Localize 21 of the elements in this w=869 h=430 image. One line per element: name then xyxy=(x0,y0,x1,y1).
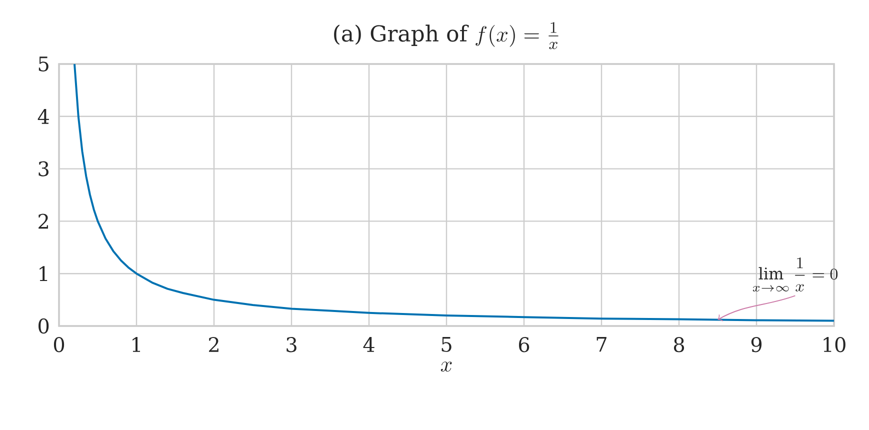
x-tick-label: 0 xyxy=(54,337,64,352)
x-tick-label: 10 xyxy=(824,337,846,352)
y-tick-label: 2 xyxy=(38,214,48,229)
x-tick-label: 7 xyxy=(596,337,606,352)
y-tick-label: 3 xyxy=(38,161,48,176)
x-tick-label: 8 xyxy=(674,337,684,352)
x-tick-label: 9 xyxy=(751,337,762,352)
chart-title: $\mbox{(a) Graph of }f(x)=\frac{1}{x}$ xyxy=(334,22,558,50)
x-tick-label: 6 xyxy=(518,337,530,352)
annotation: $\lim_{x\to\infty}\frac{1}{x}=0$ xyxy=(752,258,838,292)
y-tick-label: 4 xyxy=(38,108,49,124)
x-tick-label: 4 xyxy=(363,337,374,352)
x-tick-label: 5 xyxy=(442,337,452,352)
x-tick-label: 2 xyxy=(208,337,218,352)
x-axis-title: $x$ xyxy=(440,362,452,372)
y-tick-label: 5 xyxy=(38,56,48,72)
y-tick-label: 0 xyxy=(38,318,49,334)
x-tick-label: 3 xyxy=(286,337,296,352)
x-tick-label: 1 xyxy=(132,337,140,352)
line-series xyxy=(74,63,836,322)
y-tick-label: 1 xyxy=(40,266,48,282)
